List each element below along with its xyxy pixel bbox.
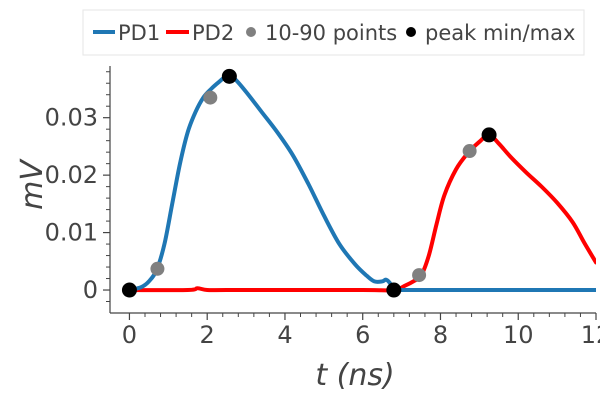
legend-marker-peak — [406, 27, 416, 37]
plot-area — [121, 68, 596, 298]
legend-label-pd2: PD2 — [192, 21, 234, 45]
x-axis-title: t (ns) — [315, 358, 394, 393]
axes: 0 2 4 6 8 10 12 0 0.01 0.02 0.03 — [45, 66, 600, 349]
x-tick-label: 12 — [581, 321, 600, 349]
peak-point-0 — [121, 282, 137, 298]
series-line-pd2 — [127, 132, 596, 293]
peak-point-3 — [481, 127, 497, 143]
x-tick-label: 6 — [355, 321, 370, 349]
y-tick-label: 0.01 — [45, 219, 98, 247]
x-tick-label: 2 — [200, 321, 215, 349]
legend-label-10-90: 10-90 points — [265, 21, 397, 45]
legend: PD1 PD2 10-90 points peak min/max — [82, 9, 585, 56]
series-line-pd1 — [127, 74, 596, 293]
x-tick-label: 8 — [433, 321, 448, 349]
ten-ninety-point-1 — [203, 90, 218, 105]
x-tick-label: 10 — [503, 321, 534, 349]
legend-label-pd1: PD1 — [118, 21, 160, 45]
ten-ninety-point-2 — [412, 268, 427, 283]
x-tick-label: 0 — [122, 321, 137, 349]
y-tick-label: 0 — [83, 276, 98, 304]
peak-point-1 — [221, 68, 237, 84]
ten-ninety-point-0 — [150, 261, 165, 276]
y-tick-label: 0.03 — [45, 104, 98, 132]
legend-marker-10-90 — [246, 27, 256, 37]
ten-ninety-point-3 — [462, 144, 477, 159]
series-group — [127, 74, 596, 293]
legend-label-peak: peak min/max — [425, 21, 575, 45]
x-tick-label: 4 — [277, 321, 292, 349]
y-tick-label: 0.02 — [45, 161, 98, 189]
y-axis-title: mV — [15, 158, 50, 210]
peak-point-2 — [386, 282, 402, 298]
